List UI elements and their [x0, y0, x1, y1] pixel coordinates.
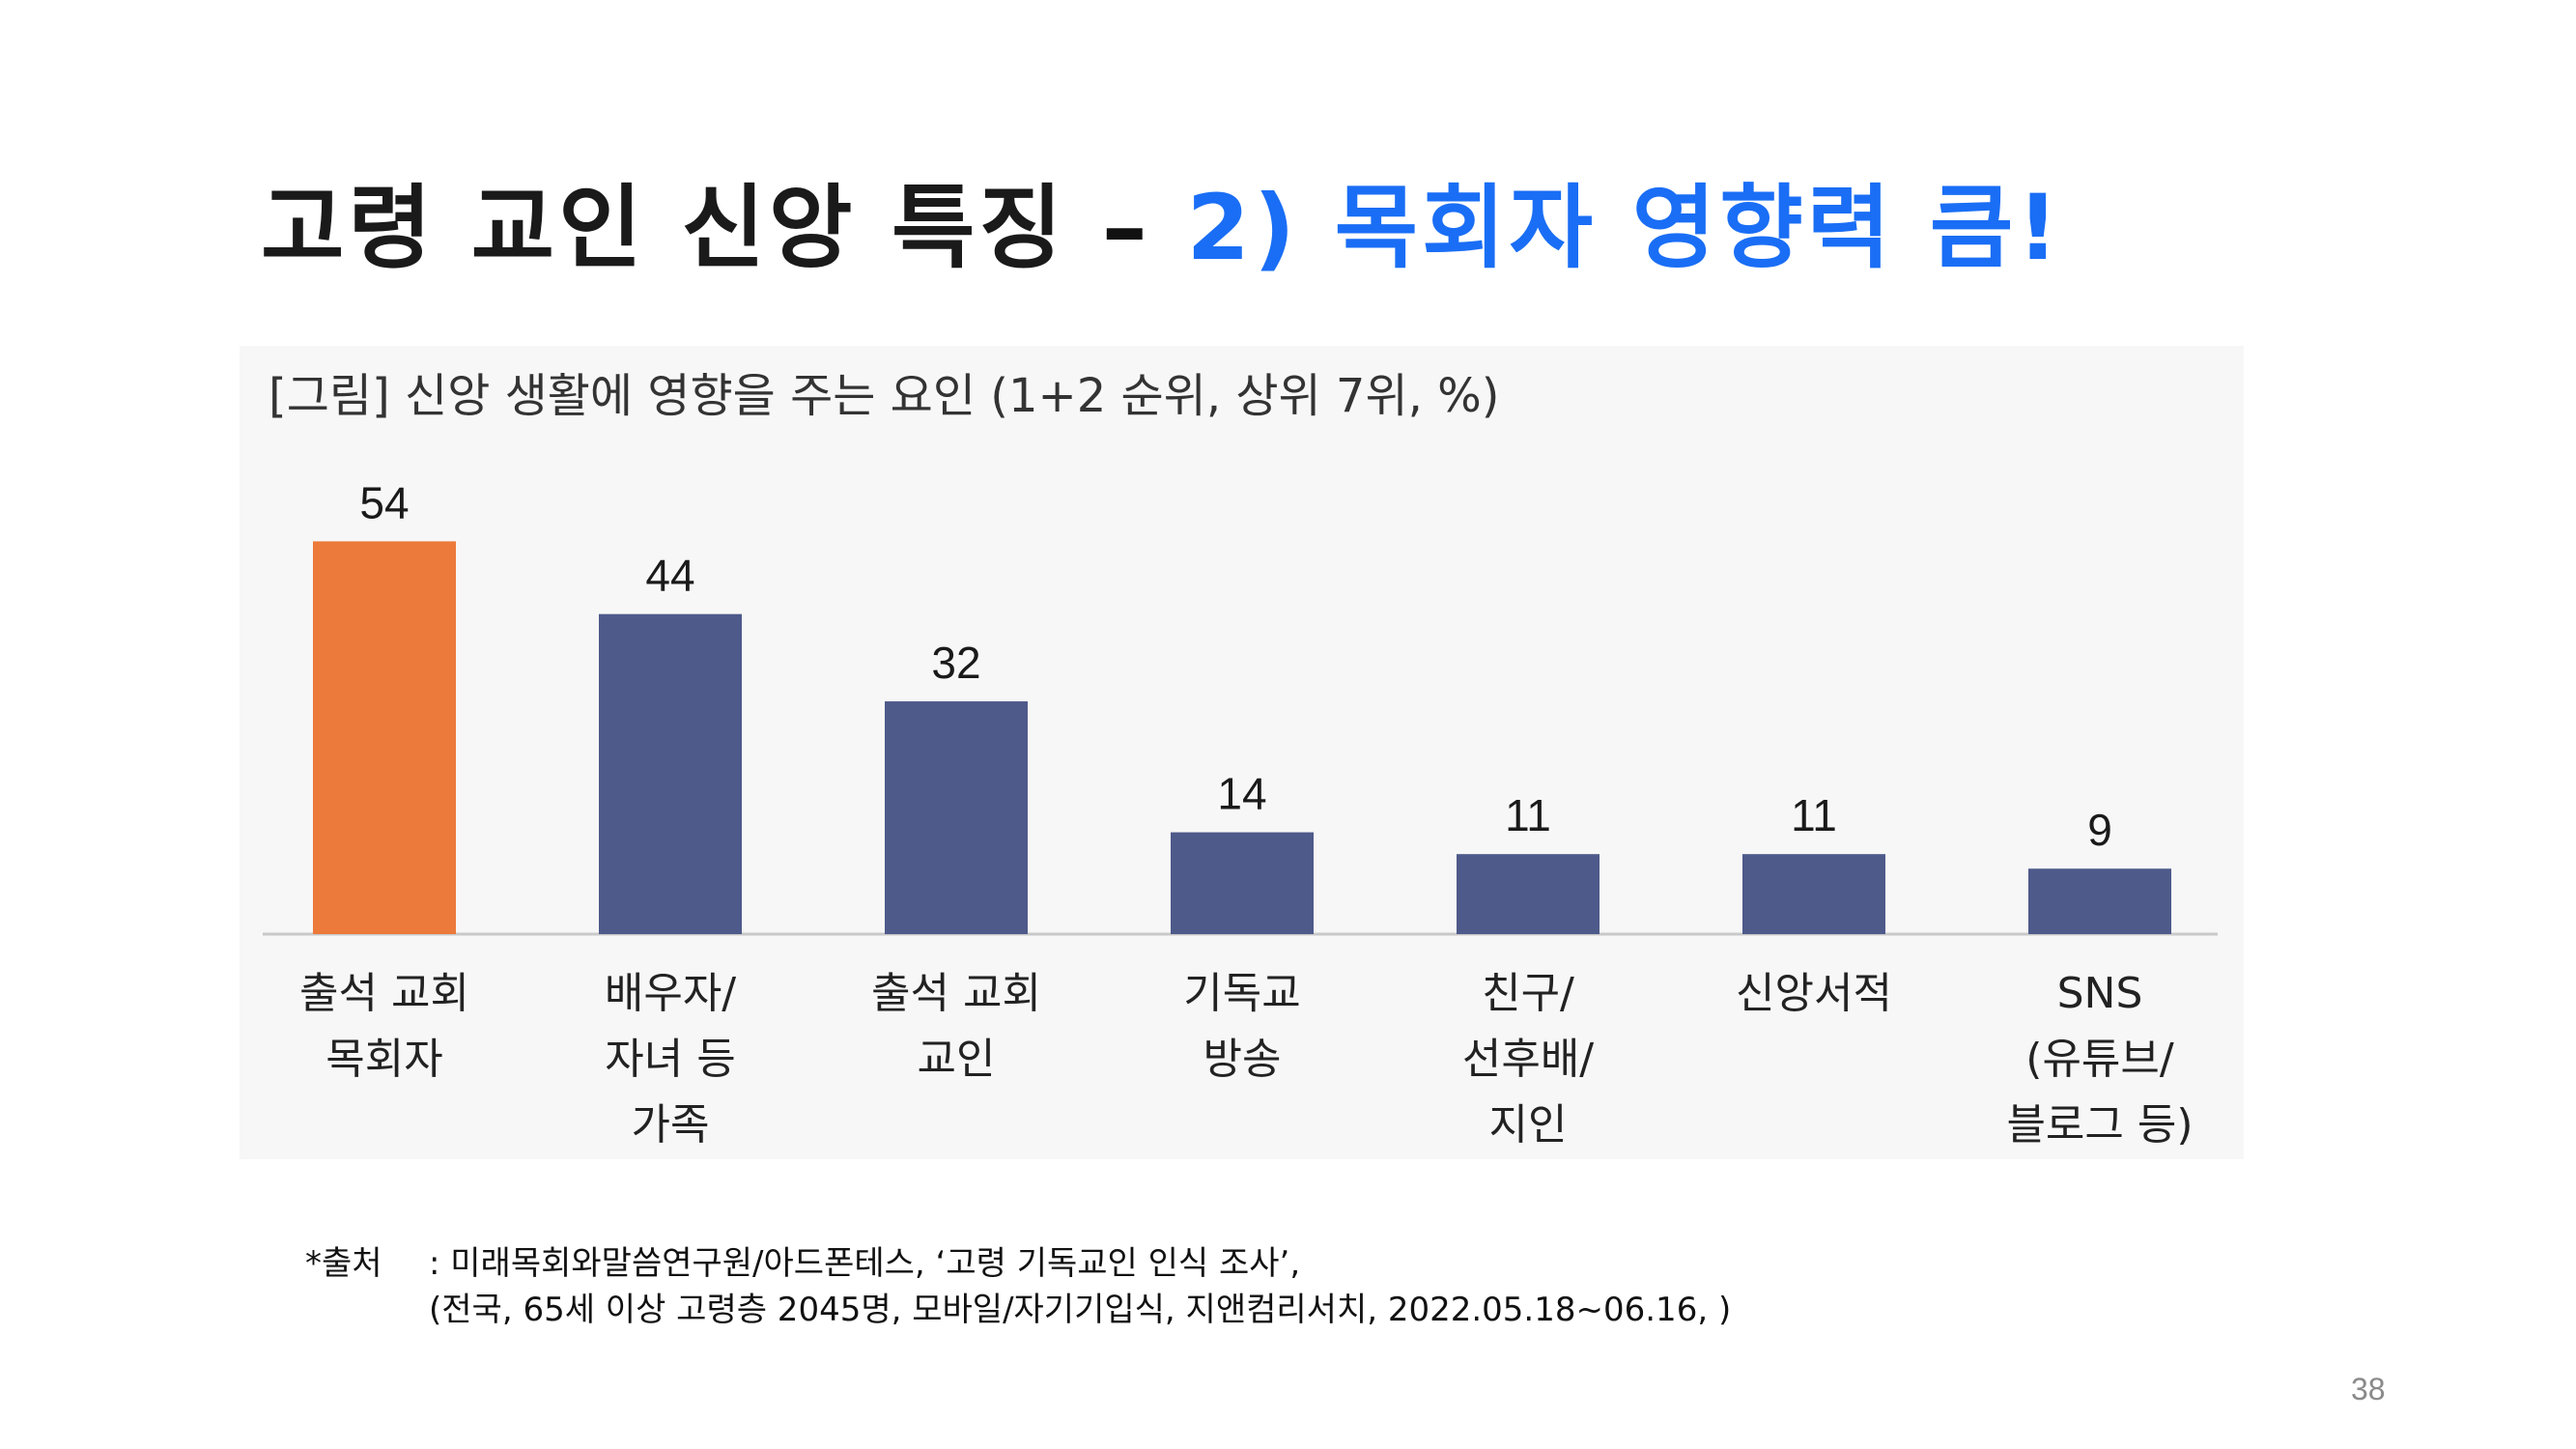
category-label-6: SNS (유튜브/블로그 등) — [2006, 969, 2193, 1150]
data-label-4: 11 — [1505, 790, 1551, 840]
page-number: 38 — [2351, 1372, 2386, 1406]
category-label-5: 신앙서적 — [1736, 969, 1892, 1018]
source-line-2: (전국, 65세 이상 고령층 2045명, 모바일/자기기입식, 지앤컴리서치… — [429, 1291, 1732, 1329]
category-label-0: 출석 교회 목회자 — [299, 969, 469, 1084]
figure-caption: [그림] 신앙 생활에 영향을 주는 요인 (1+2 순위, 상위 7위, %) — [269, 369, 1500, 423]
source-line-1: *출처 : 미래목회와말씀연구원/아드폰테스, ‘고령 기독교인 인식 조사’, — [305, 1240, 1731, 1287]
slide-title: 고령 교인 신앙 특징 – 2) 목회자 영향력 큼! — [261, 155, 2062, 286]
figure-panel — [240, 346, 2244, 1159]
title-dash: – — [1101, 176, 1151, 281]
source-line-1-text: : 미래목회와말씀연구원/아드폰테스, ‘고령 기독교인 인식 조사’, — [429, 1244, 1301, 1283]
category-label-4: 친구/선후배/지인 — [1462, 969, 1594, 1150]
source-label: *출처 — [305, 1244, 382, 1283]
bar-5 — [1742, 854, 1885, 934]
category-label-3: 기독교 방송 — [1183, 969, 1300, 1084]
data-label-6: 9 — [2087, 805, 2112, 855]
bar-1 — [599, 613, 742, 934]
data-label-1: 44 — [645, 551, 694, 601]
title-main: 고령 교인 신앙 특징 — [261, 176, 1067, 281]
data-label-0: 54 — [359, 477, 409, 527]
data-label-3: 14 — [1217, 769, 1266, 819]
bar-4 — [1457, 854, 1599, 934]
bar-3 — [1171, 832, 1314, 934]
bar-2 — [885, 701, 1028, 934]
bar-0 — [313, 541, 456, 934]
category-label-2: 출석 교회 교인 — [871, 969, 1041, 1084]
source-note: *출처: 미래목회와말씀연구원/아드폰테스, ‘고령 기독교인 인식 조사’, … — [305, 1240, 1731, 1333]
bar-6 — [2028, 868, 2171, 934]
category-label-1: 배우자/자녀 등 가족 — [605, 969, 736, 1150]
bar-chart: 54 출석 교회 목회자 44 배우자/자녀 등 가족 32 출석 교회 교인 14 기독교 방송 11… — [263, 477, 2218, 1150]
title-accent: 2) 목회자 영향력 큼! — [1186, 176, 2063, 281]
data-label-5: 11 — [1791, 790, 1837, 840]
data-label-2: 32 — [931, 638, 980, 688]
